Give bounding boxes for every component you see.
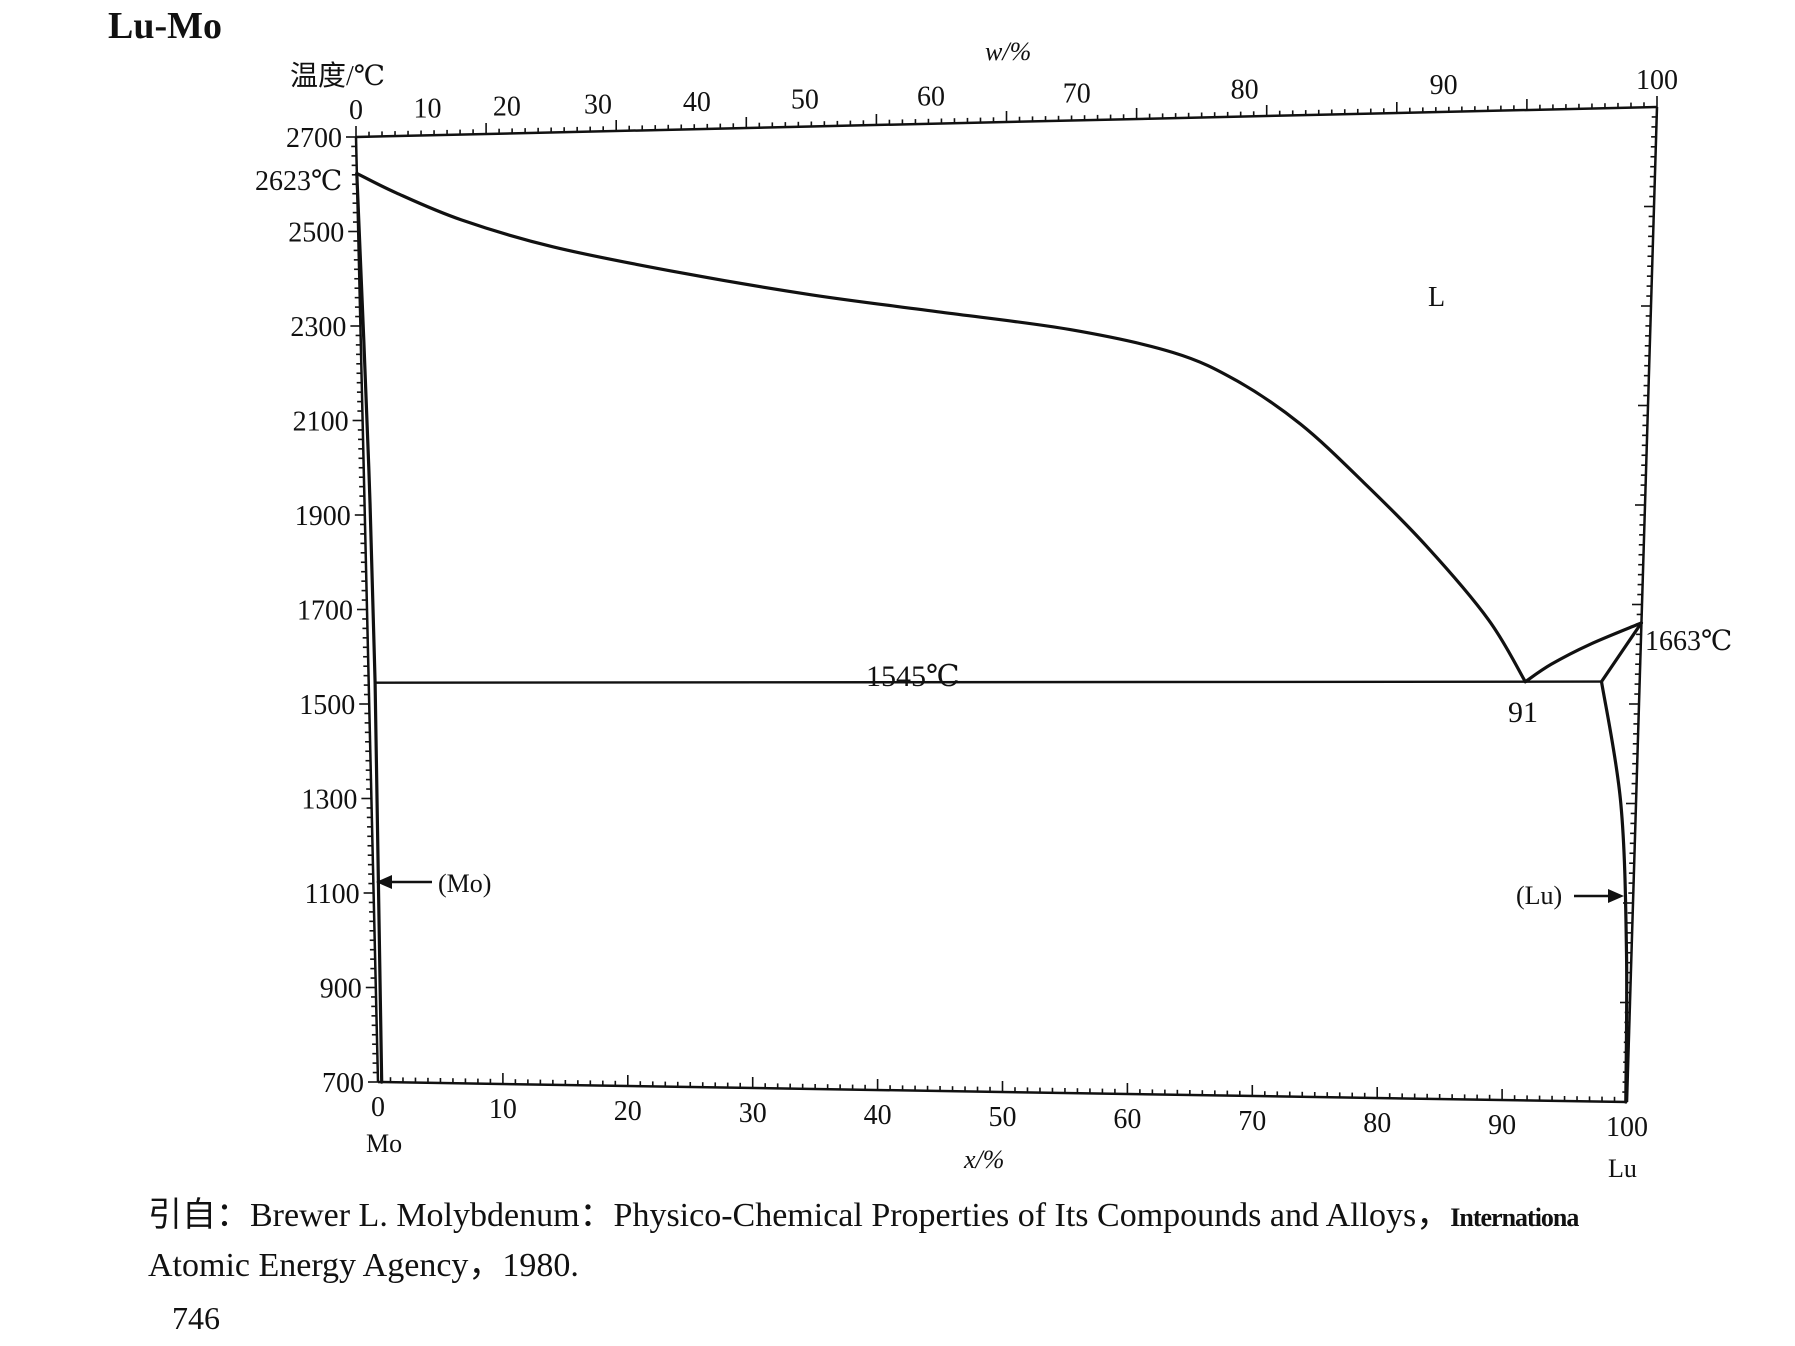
axes: [354, 105, 1659, 1104]
x-tick-label: 50: [989, 1102, 1017, 1133]
lu-phase-label: (Lu): [1516, 881, 1562, 910]
top-tick-label: 80: [1231, 75, 1259, 106]
y-tick-label: 2500: [288, 218, 344, 249]
y-tick-label: 900: [320, 974, 362, 1005]
x-right-element: Lu: [1608, 1154, 1637, 1183]
top-tick-label: 50: [791, 85, 819, 116]
mo-melting-label: 2623℃: [255, 166, 342, 197]
x-tick-label: 80: [1363, 1108, 1391, 1139]
y-tick-label: 1100: [305, 879, 360, 910]
citation-text: 引自：Brewer L. Molybdenum：Physico-Chemical…: [148, 1197, 1451, 1234]
x-axis-label: x/%: [963, 1145, 1004, 1174]
top-tick-label: 90: [1430, 70, 1458, 101]
x-tick-label: 100: [1606, 1112, 1648, 1143]
top-tick-label: 0: [349, 95, 363, 126]
top-tick-label: 10: [414, 93, 442, 124]
y-tick-label: 1300: [301, 785, 357, 816]
ticks: [346, 96, 1658, 1103]
series-solidus-lu: [1599, 621, 1643, 684]
x-tick-label: 30: [739, 1098, 767, 1129]
series-eutectic-line: [375, 680, 1602, 684]
y-tick-label: 2300: [290, 312, 346, 343]
tick-labels: 7009001100130015001700190021002300250027…: [286, 65, 1678, 1143]
series-liquidus: [355, 171, 1527, 684]
top-tick-label: 100: [1636, 65, 1678, 96]
top-tick-label: 20: [493, 92, 521, 123]
y-tick-label: 1700: [297, 596, 353, 627]
lu-phase-arrow: [1574, 889, 1624, 903]
y-tick-label: 1900: [295, 501, 351, 532]
top-tick-label: 30: [584, 89, 612, 120]
x-tick-label: 40: [864, 1100, 892, 1131]
mo-phase-arrow: [376, 875, 432, 889]
top-axis-label: w/%: [985, 37, 1031, 66]
y-tick-label: 2700: [286, 123, 342, 154]
x-tick-label: 20: [614, 1096, 642, 1127]
top-tick-label: 40: [683, 87, 711, 118]
top-tick-label: 60: [917, 82, 945, 113]
mo-phase-label: (Mo): [438, 869, 491, 898]
x-tick-label: 60: [1113, 1104, 1141, 1135]
eutectic-comp-label: 91: [1508, 696, 1538, 729]
liquid-region-label: L: [1428, 282, 1445, 313]
x-tick-label: 90: [1488, 1110, 1516, 1141]
y-tick-label: 700: [322, 1068, 364, 1099]
series-solvus-lu: [1599, 680, 1629, 1104]
series-liquidus-lu: [1523, 621, 1643, 684]
series-layer: [355, 171, 1643, 1104]
citation: 引自：Brewer L. Molybdenum：Physico-Chemical…: [148, 1192, 1788, 1290]
eutectic-temp-label: 1545℃: [866, 660, 960, 693]
series-solidus-mo: [355, 171, 377, 685]
page-number: 746: [172, 1300, 220, 1336]
citation-line-1: 引自：Brewer L. Molybdenum：Physico-Chemical…: [148, 1192, 1788, 1242]
x-tick-label: 0: [371, 1092, 385, 1123]
y-tick-label: 1500: [299, 690, 355, 721]
x-left-element: Mo: [366, 1129, 402, 1158]
x-tick-label: 70: [1238, 1106, 1266, 1137]
lu-melting-label: 1663℃: [1645, 626, 1732, 657]
chart-title: Lu-Mo: [108, 5, 222, 47]
x-tick-label: 10: [489, 1094, 517, 1125]
y-tick-label: 2100: [293, 407, 349, 438]
citation-line-2: Atomic Energy Agency，1980.: [148, 1247, 579, 1284]
citation-cutoff: Internationa: [1450, 1203, 1579, 1232]
top-tick-label: 70: [1063, 78, 1091, 109]
y-axis-label: 温度/℃: [290, 60, 385, 92]
